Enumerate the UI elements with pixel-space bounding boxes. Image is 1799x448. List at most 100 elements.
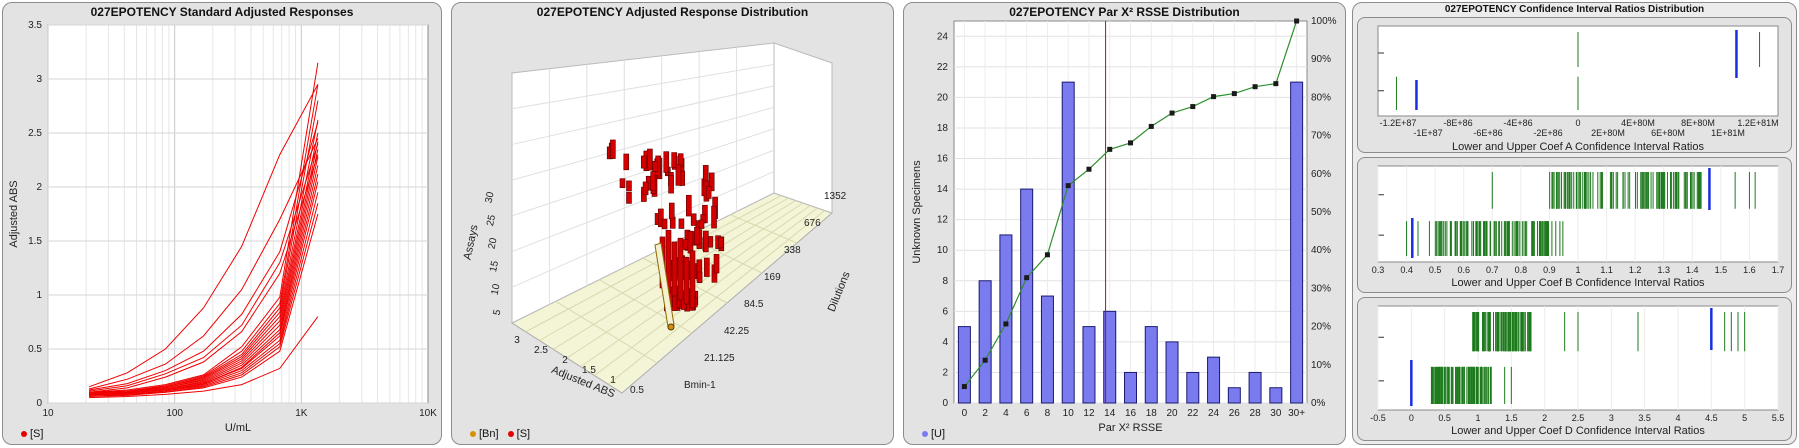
response-bar	[671, 241, 678, 297]
cumulative-point	[1148, 123, 1154, 129]
grid-line	[730, 214, 798, 244]
back-wall-right	[773, 42, 833, 214]
x-tick-label: 4E+80M	[1621, 118, 1655, 128]
x-tick-label: -0.5	[1370, 413, 1386, 423]
y-tick-label: 1.5	[28, 236, 42, 247]
series-line	[89, 316, 319, 399]
x-tick-label: 1E+81M	[1711, 128, 1745, 138]
series-line	[89, 213, 319, 397]
blank-point	[667, 323, 675, 331]
legend-label: [S]	[30, 428, 44, 440]
y-tick-label: 3	[36, 74, 42, 85]
z-tick-label: 1352	[824, 191, 847, 202]
cumulative-point	[1044, 252, 1050, 258]
bar	[1207, 356, 1221, 404]
x-tick-label: 5	[1742, 413, 1747, 423]
series-line	[89, 141, 319, 395]
y-tick-label: 12	[937, 215, 949, 226]
coef-a-subpanel: Lower and Upper Coef A Confidence Interv…	[1357, 17, 1792, 153]
y-axis-label: Adjusted ABS	[8, 180, 20, 247]
chart-title: 027EPOTENCY Adjusted Response Distributi…	[536, 5, 809, 19]
y-tick-label: 25	[485, 213, 498, 227]
x-tick-label: 0	[1575, 118, 1580, 128]
response-block	[686, 194, 692, 217]
legend: [Bn] [S]	[470, 428, 536, 440]
response-block	[705, 186, 712, 199]
y-tick-label: 10	[937, 245, 949, 256]
x-tick-label: 1.5	[582, 365, 596, 376]
response-block	[718, 236, 724, 249]
response-bar	[683, 256, 690, 305]
response-bar	[689, 250, 696, 309]
z-tick-label: 169	[764, 272, 781, 283]
x-tick-label: 3	[514, 335, 520, 346]
response-block	[678, 218, 685, 229]
response-block	[703, 230, 709, 253]
cumulative-point	[1190, 104, 1196, 110]
grid-line	[511, 106, 775, 181]
series-line	[89, 143, 319, 392]
legend-item-bn[interactable]: [Bn]	[470, 428, 499, 440]
cumulative-point	[1169, 110, 1175, 116]
x-axis-label: Par X² RSSE	[1098, 422, 1162, 434]
y-tick-label: 15	[488, 259, 501, 273]
response-block	[642, 181, 649, 196]
x-tick-label: 0.5	[630, 385, 644, 396]
response-block	[682, 239, 688, 250]
legend-item-u[interactable]: [U]	[922, 428, 945, 440]
bar	[1248, 371, 1262, 404]
x-tick-label: 0	[1409, 413, 1414, 423]
x-tick-label: 4	[1675, 413, 1680, 423]
cumulative-point	[1107, 146, 1113, 152]
x-tick-label: 4	[1003, 408, 1009, 419]
response-bar	[677, 237, 684, 301]
cumulative-point	[1252, 84, 1258, 90]
bar	[1165, 341, 1179, 404]
x-tick-label: 1	[1475, 413, 1480, 423]
legend-item-s[interactable]: [S]	[21, 428, 43, 440]
cumulative-point	[982, 357, 988, 363]
x-tick-label: 0.7	[1486, 265, 1499, 275]
z-tick-label: Bmin-1	[684, 380, 716, 391]
legend-item-s[interactable]: [S]	[507, 428, 531, 440]
response-block	[687, 230, 694, 254]
bar	[1103, 310, 1117, 404]
y2-tick-label: 90%	[1311, 54, 1331, 65]
z-tick-label: 21.125	[704, 353, 735, 364]
x-tick-label: 1.5	[1505, 413, 1518, 423]
response-block	[661, 218, 668, 230]
chart-title: 027EPOTENCY Confidence Interval Ratios D…	[1444, 4, 1705, 15]
response-block	[671, 152, 677, 169]
response-block	[668, 202, 675, 220]
series-line	[89, 154, 319, 393]
x-tick-label: 5.5	[1772, 413, 1785, 423]
response-block	[647, 148, 653, 171]
series-line	[89, 173, 319, 396]
legend-dot-bn	[470, 431, 476, 438]
y-tick-label: 3.5	[28, 20, 42, 31]
y-tick-label: 20	[487, 236, 500, 250]
bar	[978, 280, 992, 404]
y-axis-label: Unknown Specimens	[911, 160, 923, 264]
response-block	[696, 271, 703, 283]
y2-tick-label: 60%	[1311, 169, 1331, 180]
legend-label: [S]	[516, 428, 531, 440]
cumulative-point	[1294, 18, 1300, 24]
grid-line	[511, 85, 775, 145]
cumulative-point	[1211, 94, 1217, 100]
x-tick-label: 14	[1104, 408, 1116, 419]
x-tick-label: 3	[1609, 413, 1614, 423]
x-tick-label: 30	[1270, 408, 1282, 419]
response-block	[694, 226, 700, 245]
x-tick-label: 0.8	[1515, 265, 1528, 275]
y-tick-label: 14	[937, 184, 949, 195]
z-tick-label: 84.5	[744, 299, 764, 310]
response-block	[690, 213, 697, 226]
response-block	[650, 171, 657, 192]
grid-line	[599, 279, 693, 334]
bar	[1290, 81, 1304, 404]
y-tick-label: 2	[36, 182, 42, 193]
x-tick-label: 1.5	[1715, 265, 1728, 275]
x-tick-label: 1.2E+81M	[1737, 118, 1778, 128]
